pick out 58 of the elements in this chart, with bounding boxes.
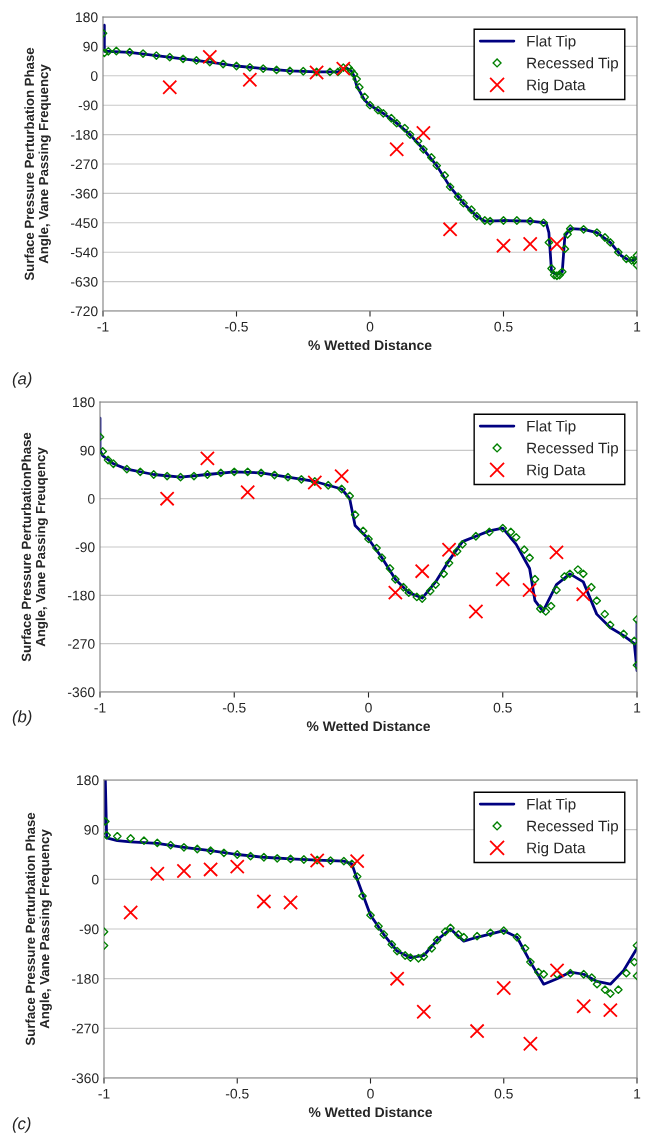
x-tick-label: -0.5	[222, 702, 246, 713]
y-tick-label: -540	[70, 247, 98, 258]
y-tick-label: -450	[70, 218, 98, 228]
legend-label: Recessed Tip	[527, 820, 619, 835]
x-axis-title: % Wetted Distance	[306, 720, 431, 732]
y-tick-label: -90	[75, 542, 95, 553]
x-tick-label: -0.5	[225, 1088, 249, 1099]
x-tick-label: -1	[97, 321, 109, 332]
x-axis-title: % Wetted Distance	[308, 339, 432, 351]
y-tick-label: 90	[80, 445, 95, 456]
y-axis-title: Surface Pressure PerturbationPhase Angle, Vane Passing Freuqency	[21, 432, 48, 662]
y-tick-label: 0	[90, 71, 98, 81]
y-tick-label: -180	[70, 129, 98, 140]
x-tick-label: -1	[94, 702, 106, 713]
x-tick-label: -0.5	[225, 321, 248, 332]
y-tick-label: 90	[84, 825, 99, 835]
x-axis-title: % Wetted Distance	[308, 1106, 433, 1118]
y-axis-title: Surface Pressure Perturbation Phase Angle, Vane Passing Frequency	[25, 812, 52, 1046]
y-tick-label: -360	[70, 188, 98, 199]
y-tick-label: -720	[70, 306, 98, 317]
x-tick-label: 0	[367, 1088, 374, 1099]
y-tick-label: -360	[71, 1073, 99, 1084]
y-tick-label: 0	[87, 494, 95, 504]
y-tick-label: -270	[67, 639, 95, 649]
legend-label: Flat Tip	[527, 420, 576, 435]
y-tick-label: 180	[73, 397, 95, 408]
x-tick-label: 1	[634, 702, 641, 713]
y-tick-label: -360	[67, 687, 95, 698]
legend-label: Flat Tip	[527, 35, 576, 50]
legend-label: Rig Data	[527, 842, 586, 857]
y-tick-label: 90	[83, 41, 98, 52]
y-tick-label: -180	[71, 974, 99, 984]
legend-label: Rig Data	[527, 79, 586, 94]
x-tick-label: 0.5	[494, 1088, 513, 1099]
y-tick-label: -180	[67, 590, 95, 601]
y-tick-label: 180	[77, 775, 99, 786]
y-axis-title: Surface Pressure Perturbation Phase Angle, Vane Passing Frequency	[24, 47, 51, 281]
x-tick-label: 1	[634, 321, 641, 332]
y-tick-label: -270	[70, 159, 98, 170]
x-tick-label: 0.5	[493, 702, 512, 713]
text: (b)	[12, 710, 32, 726]
y-tick-label: -90	[78, 100, 98, 111]
legend-label: Flat Tip	[527, 798, 576, 813]
y-tick-label: 180	[76, 12, 98, 23]
x-tick-label: 0	[366, 321, 374, 332]
legend-label: Recessed Tip	[527, 442, 619, 457]
y-tick-label: -270	[71, 1023, 99, 1034]
y-tick-label: -630	[70, 276, 98, 287]
legend-label: Rig Data	[527, 464, 586, 479]
x-tick-label: 0.5	[494, 321, 513, 332]
x-tick-label: 1	[634, 1088, 641, 1099]
y-tick-label: 0	[91, 874, 99, 885]
legend-label: Recessed Tip	[527, 57, 619, 72]
text: (a)	[12, 372, 32, 388]
x-tick-label: 0	[365, 702, 372, 713]
x-tick-label: -1	[98, 1088, 110, 1099]
text: (c)	[12, 1117, 31, 1133]
y-tick-label: -90	[79, 924, 99, 935]
